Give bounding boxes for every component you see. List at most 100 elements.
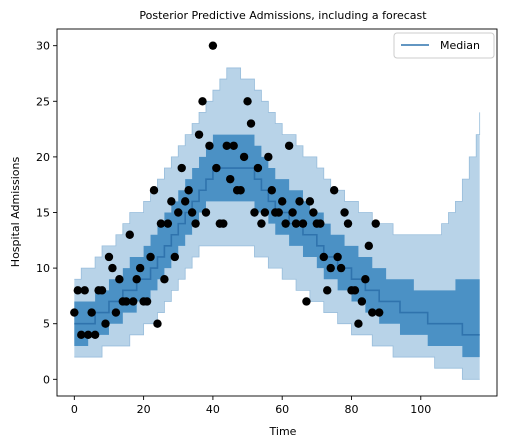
observed-point <box>212 163 221 173</box>
observed-point <box>205 141 214 150</box>
observed-point <box>253 163 263 173</box>
y-axis-label: Hospital Admissions <box>9 157 22 268</box>
observed-point <box>208 41 218 50</box>
legend-frame <box>393 32 495 59</box>
observed-point <box>101 319 110 328</box>
observed-point <box>187 208 197 217</box>
y-tick-label: 30 <box>36 40 50 53</box>
x-axis-label: Time <box>269 425 297 438</box>
observed-point <box>83 330 93 340</box>
observed-point <box>329 186 339 195</box>
observed-point <box>284 141 294 150</box>
legend: Median <box>393 32 495 59</box>
observed-point <box>149 186 159 195</box>
observed-point <box>125 230 134 239</box>
y-tick-label: 25 <box>36 95 50 108</box>
inner-credible-band <box>74 134 480 358</box>
observed-point <box>222 141 231 150</box>
observed-point <box>191 219 200 228</box>
observed-point <box>288 208 297 217</box>
y-tick-label: 0 <box>43 373 50 386</box>
observed-point <box>291 219 301 228</box>
observed-point <box>336 263 346 273</box>
observed-point <box>302 297 311 306</box>
observed-point <box>122 297 131 306</box>
observed-point <box>132 275 141 284</box>
observed-point <box>135 263 145 273</box>
observed-point <box>340 208 349 217</box>
x-tick-label: 60 <box>275 403 289 416</box>
observed-point <box>243 97 252 106</box>
y-tick-label: 5 <box>43 318 50 331</box>
observed-point <box>323 286 332 295</box>
observed-point <box>371 219 380 228</box>
outer-band-lower-edge <box>74 245 480 380</box>
observed-point <box>350 286 360 295</box>
observed-point <box>87 308 96 317</box>
observed-point <box>111 308 121 317</box>
observed-point <box>146 252 155 262</box>
observed-point <box>368 308 377 317</box>
observed-point <box>267 186 276 195</box>
observed-point <box>357 297 367 306</box>
observed-point <box>170 252 179 262</box>
observed-point <box>305 197 315 206</box>
observed-point <box>361 275 370 284</box>
observed-point <box>97 286 107 295</box>
observed-point <box>198 97 207 106</box>
observed-point <box>156 219 166 228</box>
outer-band-upper-edge <box>74 67 481 280</box>
observed-point <box>219 219 228 228</box>
observed-point <box>115 275 124 284</box>
observed-point <box>142 297 152 306</box>
observed-point <box>167 197 176 206</box>
observed-point <box>229 141 238 150</box>
chart-title: Posterior Predictive Admissions, includi… <box>139 9 427 22</box>
median-line <box>74 167 480 336</box>
axes: 0 20 40 60 80 100 0 5 10 15 20 25 30 <box>36 28 498 416</box>
observed-point <box>153 319 162 328</box>
observed-point <box>309 208 318 217</box>
observed-point <box>326 263 335 273</box>
observed-point <box>226 174 235 184</box>
observed-point <box>201 208 211 217</box>
observed-point <box>298 219 308 228</box>
x-tick-label: 40 <box>206 403 220 416</box>
legend-label-median: Median <box>440 39 480 52</box>
observed-point <box>274 208 283 217</box>
observed-point <box>295 197 304 206</box>
observed-point <box>264 152 273 162</box>
observed-point <box>239 152 249 162</box>
observed-point <box>278 197 287 206</box>
observed-point <box>104 252 114 262</box>
observed-point <box>316 219 325 228</box>
y-tick-label: 20 <box>36 151 50 164</box>
observed-point <box>129 297 138 306</box>
observed-point <box>364 241 374 251</box>
observed-point <box>163 219 173 228</box>
observed-point <box>174 208 183 217</box>
observed-point <box>375 308 384 317</box>
observed-point <box>160 275 169 284</box>
observed-point <box>257 219 266 228</box>
observed-point <box>194 130 204 139</box>
observed-point <box>260 208 270 217</box>
x-tick-label: 100 <box>410 403 431 416</box>
observed-point <box>184 186 193 195</box>
observed-point <box>250 208 259 217</box>
observed-point <box>108 263 117 273</box>
observed-point <box>180 197 190 206</box>
observed-point <box>177 163 186 173</box>
observed-point <box>354 319 363 328</box>
plot-area <box>70 41 481 380</box>
observed-point <box>333 252 342 262</box>
x-tick-label: 80 <box>344 403 358 416</box>
observed-point <box>343 219 353 228</box>
observed-point <box>281 219 290 228</box>
observed-point <box>236 186 245 195</box>
observed-point <box>90 330 100 340</box>
observed-point <box>80 286 89 295</box>
y-tick-label: 10 <box>36 262 50 275</box>
x-tick-label: 0 <box>71 403 78 416</box>
